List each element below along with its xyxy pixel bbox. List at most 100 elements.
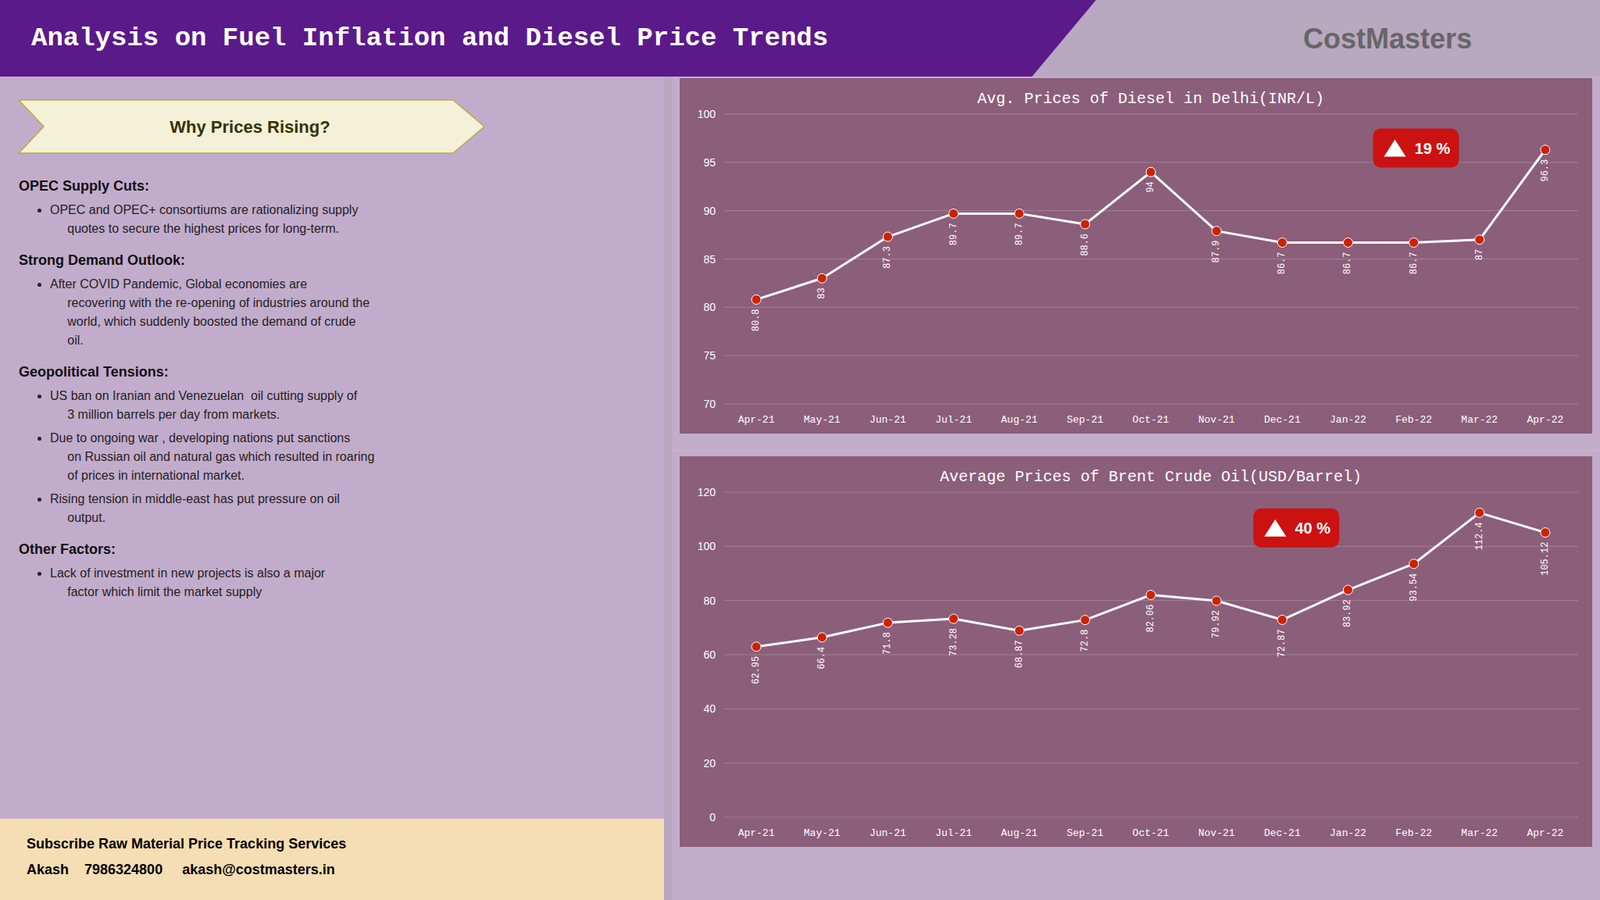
annotation: 19 % bbox=[1414, 139, 1451, 158]
sections: OPEC Supply Cuts: OPEC and OPEC+ consorti… bbox=[18, 178, 652, 616]
x-tick-label: Sep-21 bbox=[1066, 414, 1104, 426]
bullet: Due to ongoing war , developing nations … bbox=[50, 428, 652, 486]
point bbox=[1475, 507, 1485, 518]
data-label: 89.7 bbox=[1014, 222, 1025, 246]
point bbox=[1146, 590, 1156, 600]
x-tick-label: Apr-21 bbox=[738, 414, 775, 426]
grid-line bbox=[723, 600, 1579, 601]
point bbox=[1342, 585, 1353, 595]
data-label: 86.7 bbox=[1276, 251, 1288, 275]
section-header: OPEC Supply Cuts: bbox=[18, 178, 652, 195]
footer-line: Subscribe Raw Material Price Tracking Se… bbox=[26, 835, 665, 853]
point bbox=[1211, 596, 1222, 606]
section-header: Geopolitical Tensions: bbox=[18, 364, 652, 381]
data-label: 79.92 bbox=[1210, 610, 1222, 639]
point bbox=[949, 208, 959, 218]
title-bar-bg bbox=[0, 0, 1600, 77]
x-tick-label: Dec-21 bbox=[1264, 827, 1301, 840]
x-tick-label: Sep-21 bbox=[1066, 827, 1104, 840]
point bbox=[1409, 237, 1419, 247]
annotation: 40 % bbox=[1294, 519, 1331, 537]
data-label: 83.92 bbox=[1342, 599, 1354, 628]
bullet: Lack of investment in new projects is al… bbox=[50, 564, 652, 602]
x-tick-label: Jul-21 bbox=[935, 414, 972, 426]
point bbox=[1080, 219, 1090, 229]
grid-line bbox=[723, 355, 1579, 357]
data-label: 105.12 bbox=[1539, 542, 1551, 576]
data-label: 87.9 bbox=[1210, 240, 1222, 264]
divider bbox=[671, 448, 1600, 452]
x-tick-label: Mar-22 bbox=[1460, 414, 1498, 426]
footer: Subscribe Raw Material Price Tracking Se… bbox=[0, 818, 665, 900]
section-header: Other Factors: bbox=[18, 541, 652, 558]
y-tick-label: 100 bbox=[697, 107, 717, 121]
point bbox=[817, 632, 827, 643]
data-label: 73.28 bbox=[948, 628, 960, 657]
chart-title: Average Prices of Brent Crude Oil(USD/Ba… bbox=[939, 467, 1362, 486]
y-tick-label: 20 bbox=[703, 757, 716, 770]
x-tick-label: Jan-22 bbox=[1329, 827, 1367, 840]
point bbox=[751, 642, 761, 652]
section-title: Why Prices Rising? bbox=[169, 117, 330, 137]
x-tick-label: Jan-22 bbox=[1329, 414, 1367, 426]
y-tick-label: 80 bbox=[703, 300, 716, 314]
x-tick-label: Jun-21 bbox=[869, 414, 907, 426]
y-tick-label: 100 bbox=[697, 539, 717, 553]
title-banner bbox=[0, 0, 1097, 77]
data-label: 72.87 bbox=[1276, 628, 1288, 658]
bullet-list: Lack of investment in new projects is al… bbox=[18, 564, 652, 602]
bullet-list: OPEC and OPEC+ consortiums are rationali… bbox=[18, 200, 652, 239]
x-tick-label: Apr-21 bbox=[738, 827, 775, 840]
y-tick-label: 70 bbox=[703, 397, 716, 411]
x-tick-label: May-21 bbox=[803, 827, 841, 840]
point bbox=[1211, 226, 1222, 236]
data-label: 86.7 bbox=[1342, 251, 1354, 275]
bullet-list: US ban on Iranian and Venezuelan oil cut… bbox=[18, 386, 652, 528]
annotation-arrow bbox=[1264, 519, 1286, 537]
data-label: 68.87 bbox=[1014, 639, 1025, 668]
point bbox=[1277, 237, 1287, 247]
point bbox=[1342, 237, 1353, 247]
chart: Avg. Prices of Diesel in Delhi(INR/L)707… bbox=[679, 78, 1593, 434]
grid-line bbox=[723, 546, 1579, 547]
point bbox=[1409, 559, 1419, 569]
left-panel: Why Prices Rising?OPEC Supply Cuts:OPEC … bbox=[0, 76, 665, 819]
grid-line bbox=[723, 114, 1579, 115]
bullet: US ban on Iranian and Venezuelan oil cut… bbox=[50, 386, 652, 425]
x-tick-label: Dec-21 bbox=[1264, 414, 1301, 426]
grid-line bbox=[723, 817, 1579, 818]
grid-line bbox=[723, 708, 1579, 710]
bullet-list: After COVID Pandemic, Global economies a… bbox=[18, 275, 652, 350]
data-label: 96.3 bbox=[1539, 159, 1551, 183]
annotation-badge bbox=[1372, 128, 1459, 168]
x-tick-label: Aug-21 bbox=[1000, 827, 1038, 840]
point bbox=[1080, 615, 1090, 625]
y-tick-label: 80 bbox=[703, 594, 716, 608]
point bbox=[751, 294, 761, 304]
point bbox=[1277, 614, 1287, 625]
x-tick-label: Feb-22 bbox=[1395, 414, 1433, 426]
x-tick-label: Nov-21 bbox=[1198, 827, 1236, 840]
data-label: 94 bbox=[1145, 181, 1157, 193]
footer-line: Akash 7986324800 akash@costmasters.in bbox=[26, 861, 665, 879]
x-tick-label: Nov-21 bbox=[1198, 414, 1236, 426]
point bbox=[882, 617, 893, 628]
grid-line bbox=[723, 403, 1579, 405]
point bbox=[1014, 208, 1025, 218]
bullet: OPEC and OPEC+ consortiums are rationali… bbox=[50, 200, 652, 239]
x-tick-label: Oct-21 bbox=[1132, 827, 1170, 840]
x-tick-label: Aug-21 bbox=[1000, 414, 1038, 426]
point bbox=[882, 232, 893, 242]
y-tick-label: 75 bbox=[703, 349, 716, 362]
title: Analysis on Fuel Inflation and Diesel Pr… bbox=[31, 23, 829, 54]
plot-marks bbox=[751, 145, 1550, 305]
point bbox=[1146, 167, 1156, 177]
y-tick-label: 60 bbox=[703, 648, 716, 661]
chart-bg bbox=[679, 78, 1593, 434]
section-title-box: Why Prices Rising? bbox=[15, 95, 563, 158]
y-tick-label: 40 bbox=[703, 702, 716, 715]
logo: CostMasters bbox=[1303, 22, 1472, 55]
y-tick-label: 85 bbox=[703, 253, 716, 266]
data-label: 83 bbox=[816, 287, 828, 299]
title-bar: Analysis on Fuel Inflation and Diesel Pr… bbox=[0, 0, 1600, 77]
